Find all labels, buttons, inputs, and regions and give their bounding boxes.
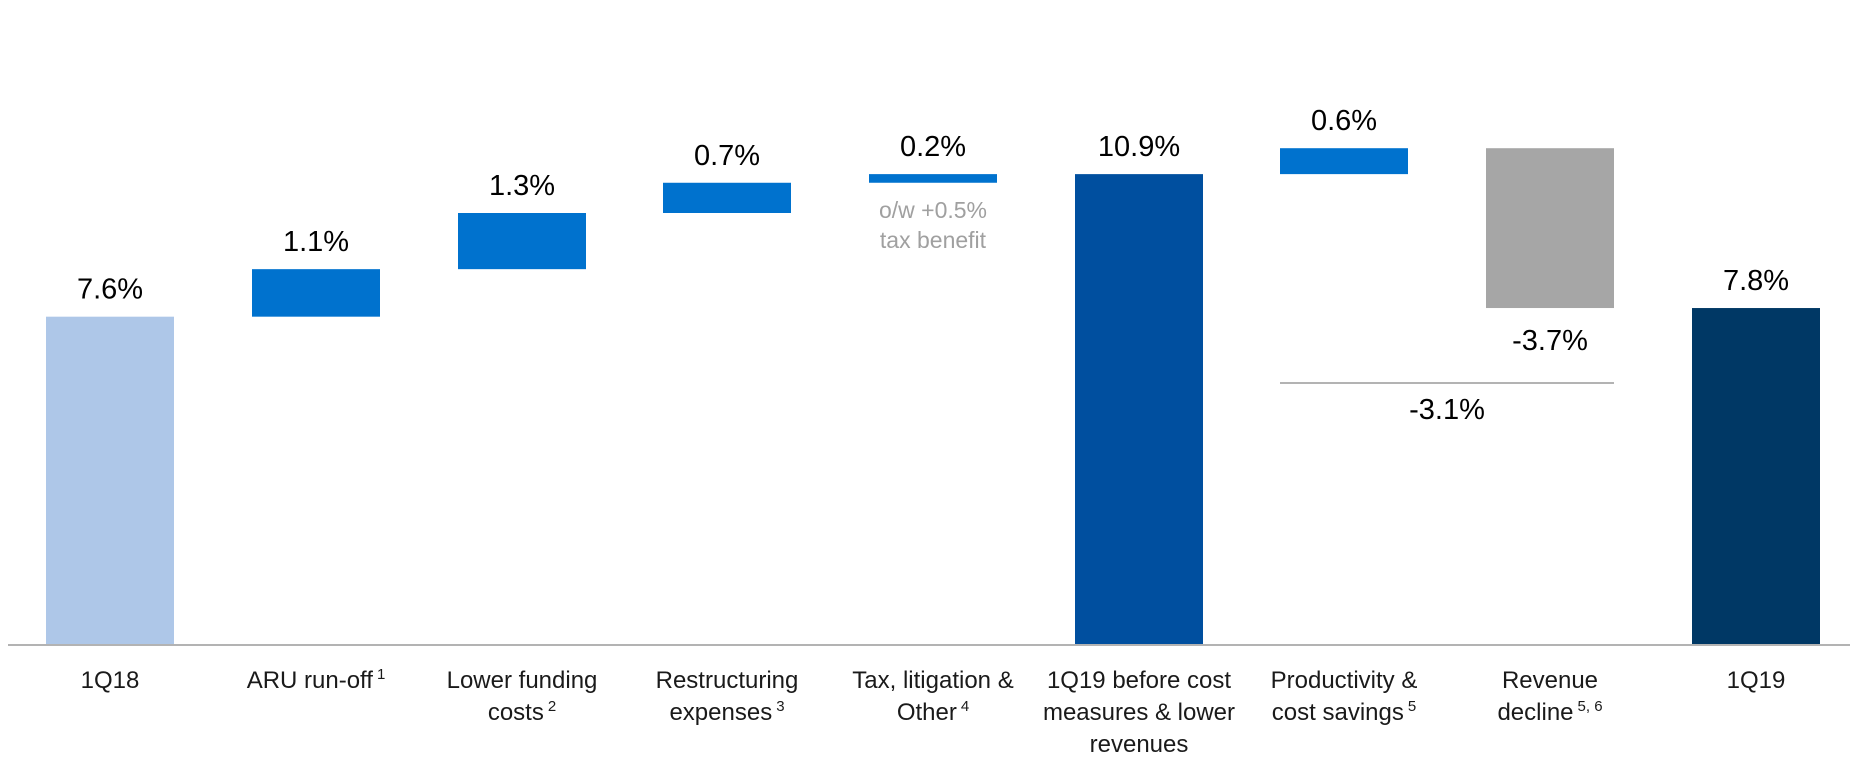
category-label-revenue-decline: Revenue bbox=[1502, 667, 1598, 694]
category-label-lower-funding-costs: costs 2 bbox=[488, 698, 556, 726]
bar-revenue-decline bbox=[1486, 148, 1614, 309]
tax-benefit-note: tax benefit bbox=[880, 227, 987, 253]
bar-lower-funding-costs bbox=[458, 213, 586, 270]
category-labels-layer: 1Q18 ARU run-off 1 Lower funding costs 2 Restr… bbox=[81, 666, 1786, 757]
footnote-marker: 4 bbox=[961, 698, 969, 715]
bar-1q19 bbox=[1692, 308, 1820, 645]
bar-1q19-before-cost-measures-lower-revenues bbox=[1075, 174, 1203, 645]
category-label-1q19-before-cost-measures-lower-revenues: 1Q19 before cost bbox=[1047, 667, 1231, 694]
value-labels-layer: 7.6% 1.1% 1.3% 0.7% 0.2% 10.9% 0.6% -3.7% 7.8% bbox=[77, 105, 1789, 357]
category-label-1q19: 1Q19 bbox=[1727, 667, 1786, 694]
category-label-1q18: 1Q18 bbox=[81, 667, 140, 694]
bar-restructuring-expenses bbox=[663, 182, 791, 213]
value-label-1q19: 7.8% bbox=[1723, 265, 1789, 297]
bar-tax-litigation-other bbox=[869, 174, 997, 183]
value-label-tax-litigation-other: 0.2% bbox=[900, 131, 966, 163]
value-label-1q19-before-cost-measures-lower-revenues: 10.9% bbox=[1098, 131, 1180, 163]
category-label-productivity-cost-savings: cost savings 5 bbox=[1272, 698, 1416, 726]
bar-1q18 bbox=[46, 316, 174, 645]
category-label-1q19-before-cost-measures-lower-revenues: revenues bbox=[1090, 731, 1189, 757]
category-label-revenue-decline: decline 5, 6 bbox=[1497, 698, 1602, 726]
value-label-lower-funding-costs: 1.3% bbox=[489, 170, 555, 202]
category-label-tax-litigation-other: Other 4 bbox=[897, 698, 969, 726]
category-label-1q19-before-cost-measures-lower-revenues: measures & lower bbox=[1043, 699, 1235, 726]
category-label-lower-funding-costs: Lower funding bbox=[447, 667, 598, 694]
category-label-tax-litigation-other: Tax, litigation & bbox=[852, 667, 1013, 694]
value-label-revenue-decline: -3.7% bbox=[1512, 325, 1588, 357]
footnote-marker: 5 bbox=[1408, 698, 1416, 715]
value-label-1q18: 7.6% bbox=[77, 274, 143, 306]
value-label-productivity-cost-savings: 0.6% bbox=[1311, 105, 1377, 137]
category-label-restructuring-expenses: Restructuring bbox=[656, 667, 799, 694]
annotations-layer: o/w +0.5% tax benefit -3.1% bbox=[879, 197, 1614, 426]
footnote-marker: 3 bbox=[776, 698, 784, 715]
category-label-productivity-cost-savings: Productivity & bbox=[1271, 667, 1418, 694]
category-label-aru-run-off: ARU run-off 1 bbox=[247, 666, 386, 694]
footnote-marker: 5, 6 bbox=[1578, 698, 1603, 715]
bar-productivity-cost-savings bbox=[1280, 148, 1408, 175]
footnote-marker: 2 bbox=[548, 698, 556, 715]
footnote-marker: 1 bbox=[377, 666, 385, 683]
value-label-restructuring-expenses: 0.7% bbox=[694, 140, 760, 172]
category-label-restructuring-expenses: expenses 3 bbox=[669, 698, 784, 726]
value-label-aru-run-off: 1.1% bbox=[283, 226, 349, 258]
bar-aru-run-off bbox=[252, 269, 380, 317]
combined-value-label: -3.1% bbox=[1409, 394, 1485, 426]
bars-layer bbox=[46, 148, 1820, 645]
tax-benefit-note: o/w +0.5% bbox=[879, 197, 987, 223]
